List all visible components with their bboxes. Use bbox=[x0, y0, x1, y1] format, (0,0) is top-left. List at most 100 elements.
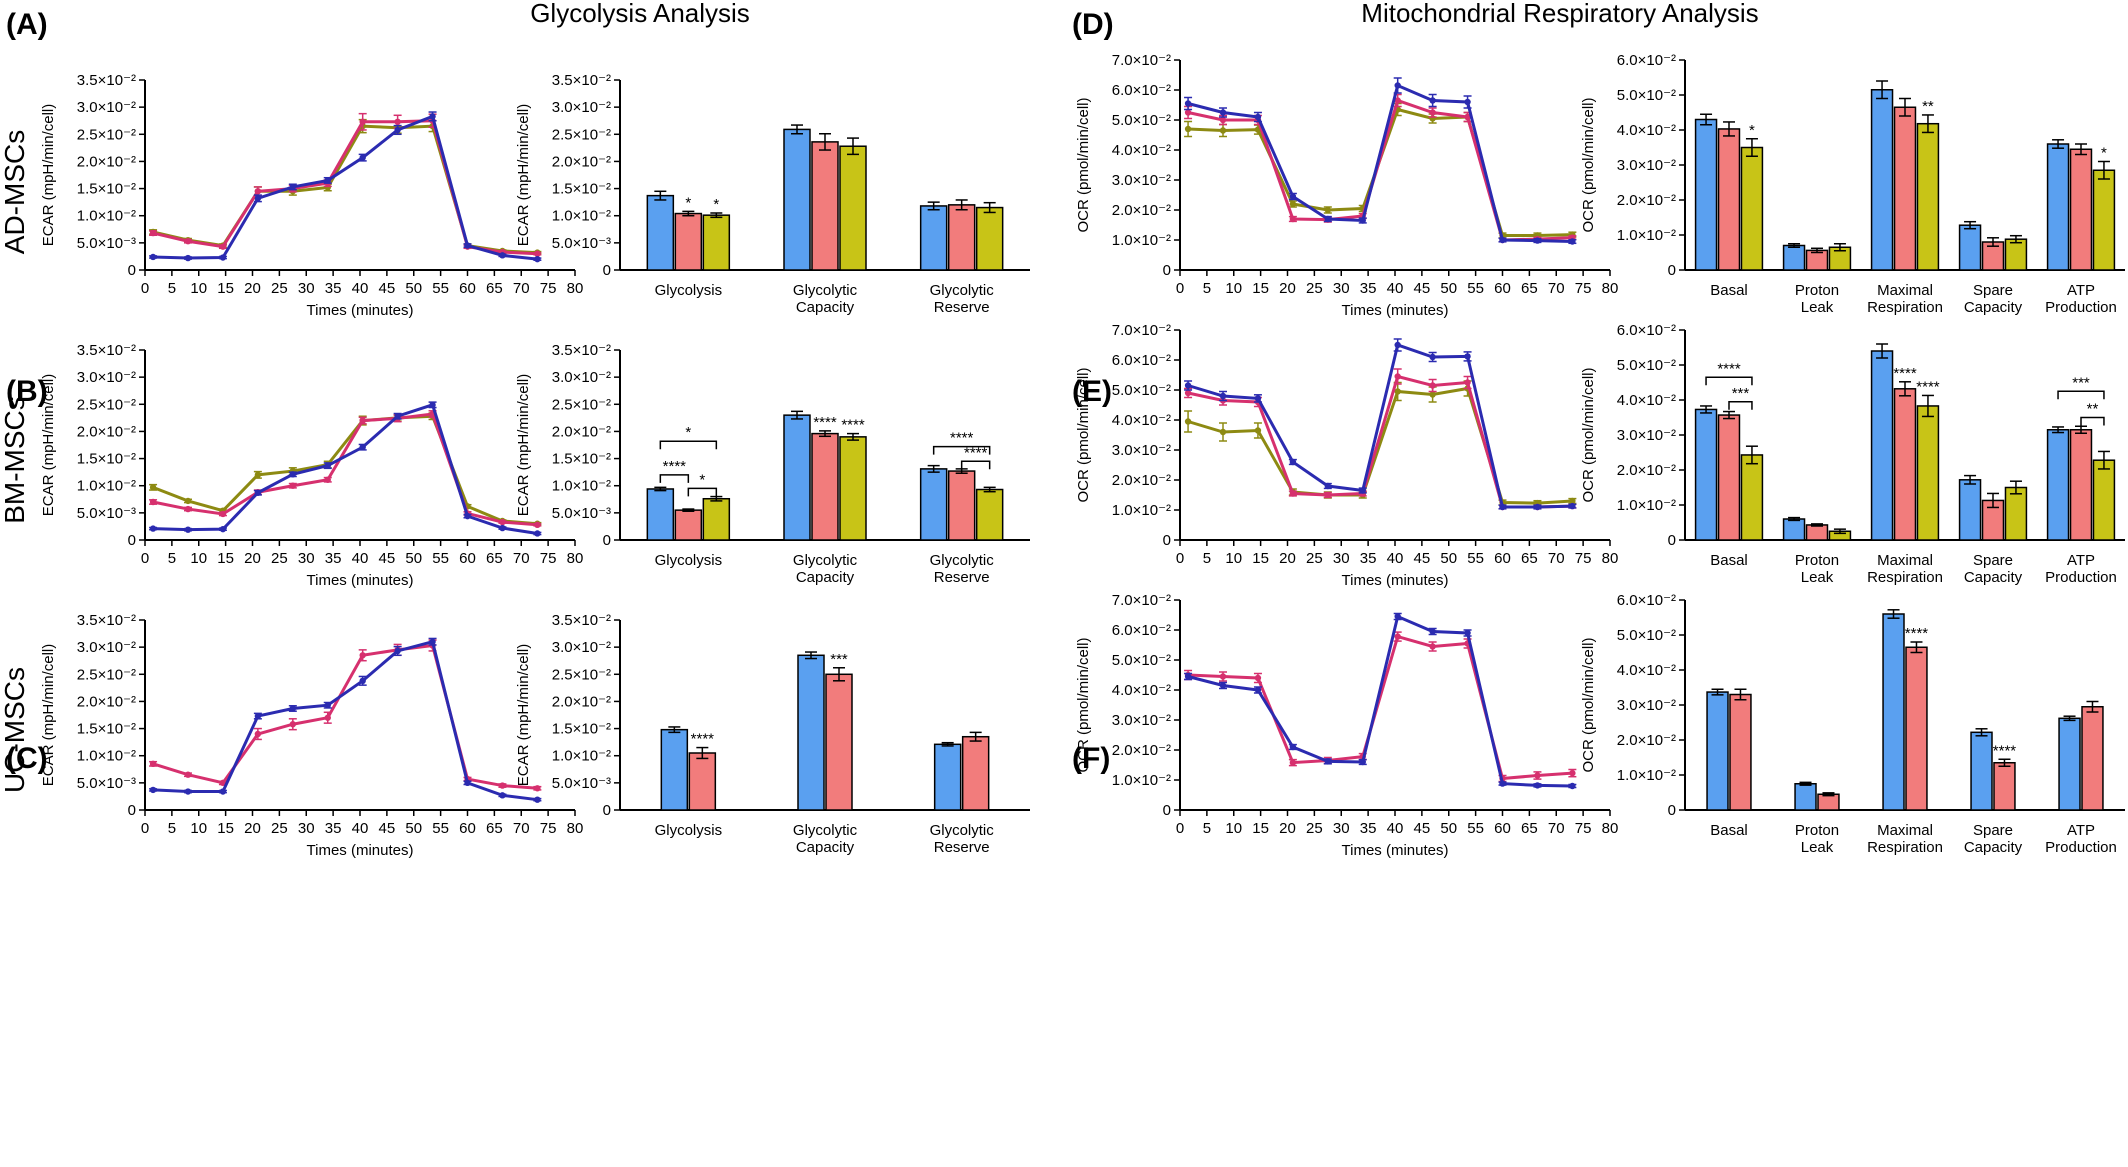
data-point-blue bbox=[254, 712, 262, 720]
x-tick-label: 70 bbox=[1548, 550, 1565, 567]
bar bbox=[1916, 405, 1940, 541]
x-tick-label: 0 bbox=[141, 820, 149, 837]
x-tick-label: 60 bbox=[459, 550, 476, 567]
bar bbox=[1694, 408, 1718, 541]
comparison-bracket bbox=[659, 440, 718, 450]
y-axis-title: ECAR (mpH/min/cell) bbox=[40, 374, 57, 517]
data-point-blue bbox=[1394, 341, 1401, 349]
bar bbox=[1794, 783, 1817, 811]
x-tick-label: 60 bbox=[1494, 550, 1511, 567]
y-tick-label: 0 bbox=[603, 262, 611, 279]
bar bbox=[839, 145, 867, 271]
y-tick-label: 3.0×10⁻² bbox=[77, 369, 136, 386]
data-point-blue bbox=[1219, 109, 1227, 116]
y-tick-label: 1.5×10⁻² bbox=[77, 451, 136, 468]
category-label: Reserve bbox=[934, 299, 990, 316]
category-label: Glycolysis bbox=[655, 822, 723, 839]
data-point-olive bbox=[184, 497, 192, 505]
bar bbox=[1882, 613, 1905, 811]
row-label-uc-mscs: UC-MSCs bbox=[0, 667, 30, 793]
data-point-blue bbox=[1324, 482, 1332, 490]
data-point-blue bbox=[394, 647, 401, 655]
data-point-blue bbox=[1359, 758, 1366, 766]
data-point-blue bbox=[324, 462, 331, 469]
y-tick-label: 4.0×10⁻² bbox=[1617, 662, 1676, 679]
y-tick-label: 2.5×10⁻² bbox=[552, 666, 611, 683]
bar bbox=[674, 212, 703, 271]
x-tick-label: 25 bbox=[1306, 550, 1323, 567]
x-tick-label: 45 bbox=[379, 280, 396, 297]
y-tick-label: 1.0×10⁻² bbox=[1112, 232, 1171, 249]
y-tick-label: 3.5×10⁻² bbox=[552, 72, 611, 89]
bar bbox=[2092, 459, 2116, 541]
y-tick-label: 0 bbox=[1163, 262, 1171, 279]
x-tick-label: 25 bbox=[271, 820, 288, 837]
y-tick-label: 1.0×10⁻² bbox=[1617, 767, 1676, 784]
category-label: Basal bbox=[1710, 282, 1748, 299]
data-point-olive bbox=[1184, 418, 1192, 425]
chart-D-bar: 0 1.0×10⁻² 2.0×10⁻² 3.0×10⁻² 4.0×10⁻² 5.0×10⁻… bbox=[1580, 52, 2125, 316]
data-point-olive bbox=[1324, 206, 1332, 214]
significance-label: * bbox=[685, 194, 691, 211]
x-tick-label: 75 bbox=[1575, 820, 1592, 837]
y-tick-label: 2.0×10⁻² bbox=[1617, 732, 1676, 749]
bar bbox=[688, 752, 717, 811]
data-point-olive bbox=[149, 484, 157, 491]
data-point-pink bbox=[289, 721, 297, 728]
bar bbox=[1805, 524, 1829, 541]
y-axis-title: ECAR (mpH/min/cell) bbox=[515, 374, 532, 517]
y-tick-label: 3.0×10⁻² bbox=[552, 99, 611, 116]
y-tick-label: 1.0×10⁻² bbox=[552, 748, 611, 765]
data-point-blue bbox=[324, 177, 331, 184]
y-tick-label: 2.0×10⁻² bbox=[552, 423, 611, 440]
x-tick-label: 30 bbox=[1333, 820, 1350, 837]
comparison-bracket bbox=[2057, 390, 2105, 400]
y-tick-label: 5.0×10⁻² bbox=[1112, 112, 1171, 129]
bar bbox=[783, 128, 811, 271]
data-point-olive bbox=[1254, 427, 1262, 434]
panel-label-e: (E) bbox=[1072, 375, 1112, 408]
y-tick-label: 0 bbox=[128, 262, 136, 279]
y-tick-label: 0 bbox=[1163, 802, 1171, 819]
comparison-bracket bbox=[1728, 401, 1753, 410]
category-label: Maximal bbox=[1877, 822, 1933, 839]
chart-D-line: 0 1.0×10⁻² 2.0×10⁻² 3.0×10⁻² 4.0×10⁻² 5.0×10⁻… bbox=[1075, 52, 1618, 319]
x-tick-label: 40 bbox=[352, 820, 369, 837]
x-tick-label: 35 bbox=[1360, 550, 1377, 567]
x-tick-label: 0 bbox=[1176, 550, 1184, 567]
y-tick-label: 5.0×10⁻³ bbox=[552, 505, 611, 522]
x-tick-label: 25 bbox=[271, 280, 288, 297]
y-tick-label: 4.0×10⁻² bbox=[1617, 392, 1676, 409]
y-tick-label: 7.0×10⁻² bbox=[1112, 52, 1171, 69]
x-tick-label: 60 bbox=[1494, 280, 1511, 297]
data-point-blue bbox=[1429, 628, 1436, 635]
data-point-pink bbox=[1184, 109, 1192, 116]
bar bbox=[2046, 429, 2070, 541]
y-tick-label: 3.0×10⁻² bbox=[1617, 697, 1676, 714]
x-tick-label: 50 bbox=[1440, 550, 1457, 567]
category-label: Production bbox=[2045, 839, 2117, 856]
x-tick-label: 50 bbox=[405, 550, 422, 567]
series-line-olive bbox=[1187, 386, 1573, 505]
category-label: Leak bbox=[1801, 839, 1834, 856]
y-axis-title: OCR (pmol/min/cell) bbox=[1075, 637, 1092, 772]
x-tick-label: 10 bbox=[190, 820, 207, 837]
y-tick-label: 1.5×10⁻² bbox=[77, 721, 136, 738]
data-point-blue bbox=[1359, 487, 1366, 494]
y-tick-label: 0 bbox=[128, 532, 136, 549]
y-axis-title: OCR (pmol/min/cell) bbox=[1580, 637, 1597, 772]
x-tick-label: 20 bbox=[244, 550, 261, 567]
y-tick-label: 0 bbox=[603, 802, 611, 819]
data-point-olive bbox=[1219, 428, 1227, 436]
x-tick-label: 70 bbox=[1548, 820, 1565, 837]
data-point-pink bbox=[219, 510, 227, 518]
x-tick-label: 65 bbox=[1521, 820, 1538, 837]
bar bbox=[933, 743, 962, 811]
x-axis-title: Times (minutes) bbox=[307, 302, 414, 319]
bar bbox=[1958, 479, 1982, 541]
bar bbox=[1694, 118, 1718, 271]
y-tick-label: 3.0×10⁻² bbox=[552, 639, 611, 656]
bar bbox=[2004, 238, 2028, 271]
x-tick-label: 15 bbox=[217, 280, 234, 297]
category-label: Capacity bbox=[1964, 299, 2023, 316]
